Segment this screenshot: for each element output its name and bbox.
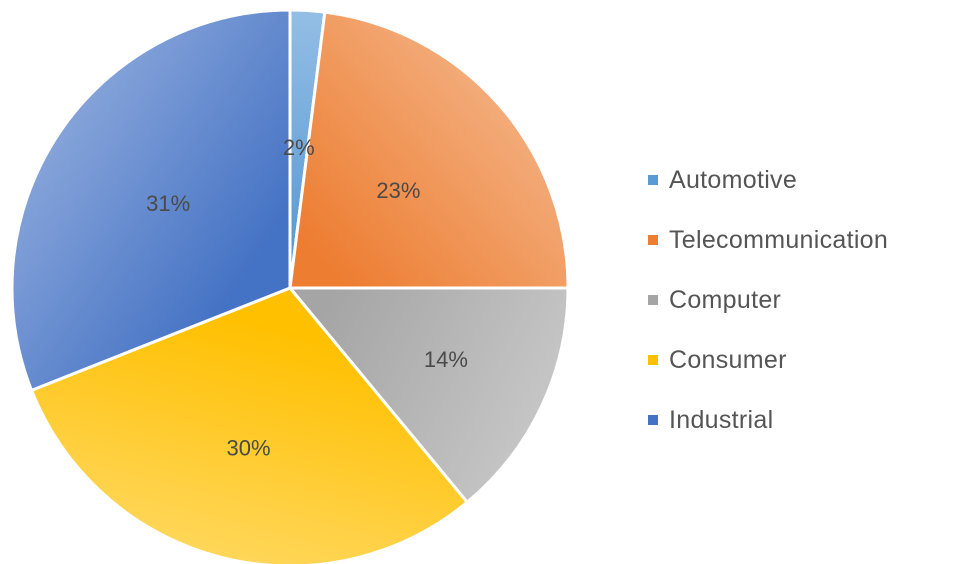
legend-item-automotive: Automotive [648,150,954,210]
data-label-industrial: 31% [146,191,190,216]
data-label-telecommunication: 23% [376,178,420,203]
legend-item-computer: Computer [648,270,954,330]
pie-data-labels: 2% 23% 14% 30% 31% [146,135,468,460]
legend-swatch-automotive [648,175,658,185]
data-label-consumer: 30% [226,435,270,460]
legend-label-telecommunication: Telecommunication [669,225,889,254]
legend-swatch-telecommunication [648,235,658,245]
pie-plot: 2% 23% 14% 30% 31% [10,8,570,564]
legend-swatch-consumer [648,355,658,365]
pie-slice-computer [286,286,570,505]
pie-slice-industrial [10,8,292,393]
legend-item-consumer: Consumer [648,330,954,390]
legend-swatch-industrial [648,415,658,425]
legend-item-industrial: Industrial [648,390,954,450]
legend-label-consumer: Consumer [669,345,787,374]
legend-label-industrial: Industrial [669,405,774,434]
legend-label-computer: Computer [669,285,782,314]
data-label-computer: 14% [424,347,468,372]
pie-slices [10,8,570,564]
data-label-automotive: 2% [283,135,315,160]
pie-slice-consumer [29,286,470,564]
legend-item-telecommunication: Telecommunication [648,210,954,270]
legend-label-automotive: Automotive [669,165,798,194]
legend: Automotive Telecommunication Computer Co… [648,150,954,450]
legend-swatch-computer [648,295,658,305]
pie-slice-telecommunication [288,10,570,290]
